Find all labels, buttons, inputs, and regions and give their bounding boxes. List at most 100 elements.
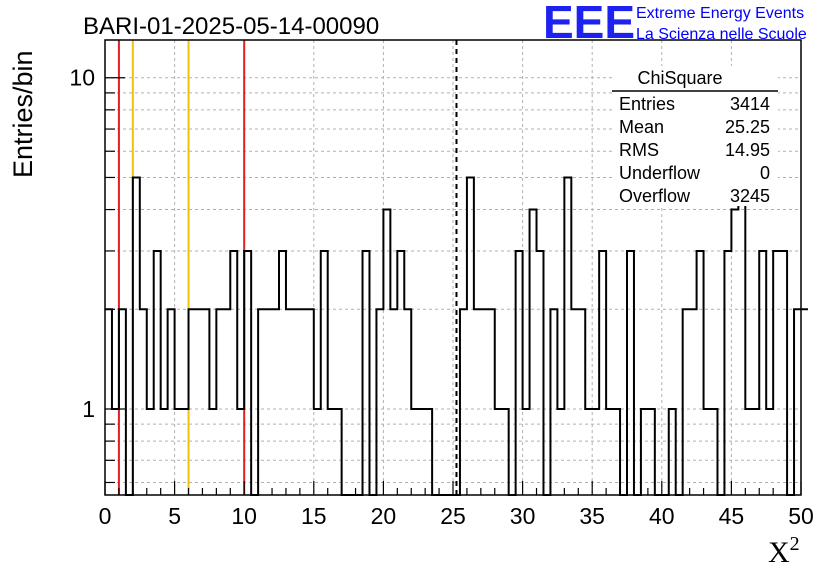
histogram-bin	[244, 251, 251, 495]
histogram-bin	[780, 251, 787, 495]
histogram-bin	[300, 309, 307, 495]
histogram-bin	[418, 409, 425, 495]
histogram-bin	[759, 251, 766, 495]
histogram-bin	[669, 409, 676, 495]
histogram-bin	[711, 409, 718, 495]
histogram-bin	[202, 309, 209, 495]
histogram-bin	[530, 210, 537, 495]
histogram-bin	[411, 409, 418, 495]
axis-ticks	[104, 77, 802, 495]
histogram-bin	[258, 309, 265, 495]
x-tick-label: 50	[788, 503, 814, 529]
histogram-bin	[557, 409, 564, 495]
stats-box-background	[612, 66, 778, 206]
histogram-bin	[592, 409, 599, 495]
histogram-bin	[537, 251, 544, 495]
histogram-bin	[752, 409, 759, 495]
x-axis-title: X2	[768, 533, 800, 569]
histogram-bin	[195, 309, 202, 495]
histogram-bin	[105, 309, 112, 495]
histogram-bin	[502, 409, 509, 495]
histogram-bin	[376, 309, 383, 495]
histogram-bin	[237, 409, 244, 495]
histogram-bin	[738, 177, 745, 495]
histogram-bin	[397, 251, 404, 495]
histogram-bins	[105, 176, 808, 496]
histogram-bin	[599, 251, 606, 495]
stats-label-underflow: Underflow	[619, 163, 701, 183]
histogram-bin	[133, 177, 140, 495]
stats-label-overflow: Overflow	[619, 186, 691, 206]
histogram-bin	[168, 309, 175, 495]
x-tick-label: 35	[579, 503, 605, 529]
x-tick-label: 20	[371, 503, 397, 529]
histogram-bin	[704, 409, 711, 495]
histogram-bin	[314, 409, 321, 495]
histogram-bin	[745, 409, 752, 495]
histogram-bin	[230, 251, 237, 495]
x-tick-label: 40	[649, 503, 675, 529]
histogram-bin	[627, 251, 634, 495]
y-tick-labels: 1 10	[69, 65, 95, 422]
eee-logo-line1: Extreme Energy Events	[636, 5, 804, 22]
stats-value-underflow: 0	[760, 163, 770, 183]
histogram-bin	[467, 177, 474, 495]
histogram-bin	[189, 309, 196, 495]
histogram-bin	[363, 251, 370, 495]
stats-value-entries: 3414	[730, 94, 770, 114]
histogram-bin	[335, 409, 342, 495]
stats-label-mean: Mean	[619, 117, 664, 137]
histogram-bin	[119, 309, 126, 495]
stats-box-title: ChiSquare	[637, 68, 722, 88]
histogram-bin	[293, 309, 300, 495]
histogram-bin	[697, 251, 704, 495]
stats-label-entries: Entries	[619, 94, 675, 114]
histogram-bin	[286, 309, 293, 495]
histogram-bin	[523, 409, 530, 495]
histogram-bin	[690, 309, 697, 495]
stats-box: ChiSquare Entries 3414 Mean 25.25 RMS 14…	[612, 66, 778, 206]
y-axis-title: Entries/bin	[8, 50, 38, 178]
histogram-bin	[147, 409, 154, 495]
histogram-bin	[516, 251, 523, 495]
histogram-bin	[641, 409, 648, 495]
histogram-bin	[801, 309, 808, 495]
x-tick-label: 10	[231, 503, 257, 529]
histogram-bin	[578, 309, 585, 495]
x-tick-label: 25	[440, 503, 466, 529]
histogram-bin	[606, 409, 613, 495]
histogram-bin	[383, 210, 390, 495]
x-tick-labels: 0 5 10 15 20 25 30 35 40 45 50	[99, 503, 814, 529]
histogram-bin	[265, 309, 272, 495]
histogram-bin	[154, 251, 161, 495]
histogram-bin	[390, 309, 397, 495]
histogram-bin	[613, 409, 620, 495]
grid-layer	[105, 40, 801, 495]
histogram-bin	[425, 409, 432, 495]
histogram-bin	[161, 409, 168, 495]
histogram-bin	[564, 177, 571, 495]
x-axis-title-superscript: 2	[790, 533, 800, 555]
eee-logo: EEE Extreme Energy Events La Scienza nel…	[543, 0, 807, 48]
x-tick-label: 0	[99, 503, 112, 529]
histogram-bin	[209, 409, 216, 495]
histogram-bin	[766, 409, 773, 495]
x-tick-label: 30	[510, 503, 536, 529]
histogram-bin	[272, 309, 279, 495]
chart-title: BARI-01-2025-05-14-00090	[83, 13, 379, 40]
histogram-bin	[585, 409, 592, 495]
eee-logo-line2: La Scienza nelle Scuole	[636, 26, 807, 43]
stats-value-mean: 25.25	[725, 117, 770, 137]
histogram-bin	[550, 309, 557, 495]
histogram-bin	[216, 309, 223, 495]
x-tick-label: 15	[301, 503, 327, 529]
y-tick-label: 1	[82, 396, 95, 422]
histogram-bin	[223, 309, 230, 495]
histogram-bin	[140, 309, 147, 495]
histogram-bin	[571, 309, 578, 495]
histogram-bin	[724, 251, 731, 495]
histogram-bin	[683, 309, 690, 495]
histogram-outline	[105, 176, 808, 496]
eee-logo-mark: EEE	[543, 0, 635, 48]
